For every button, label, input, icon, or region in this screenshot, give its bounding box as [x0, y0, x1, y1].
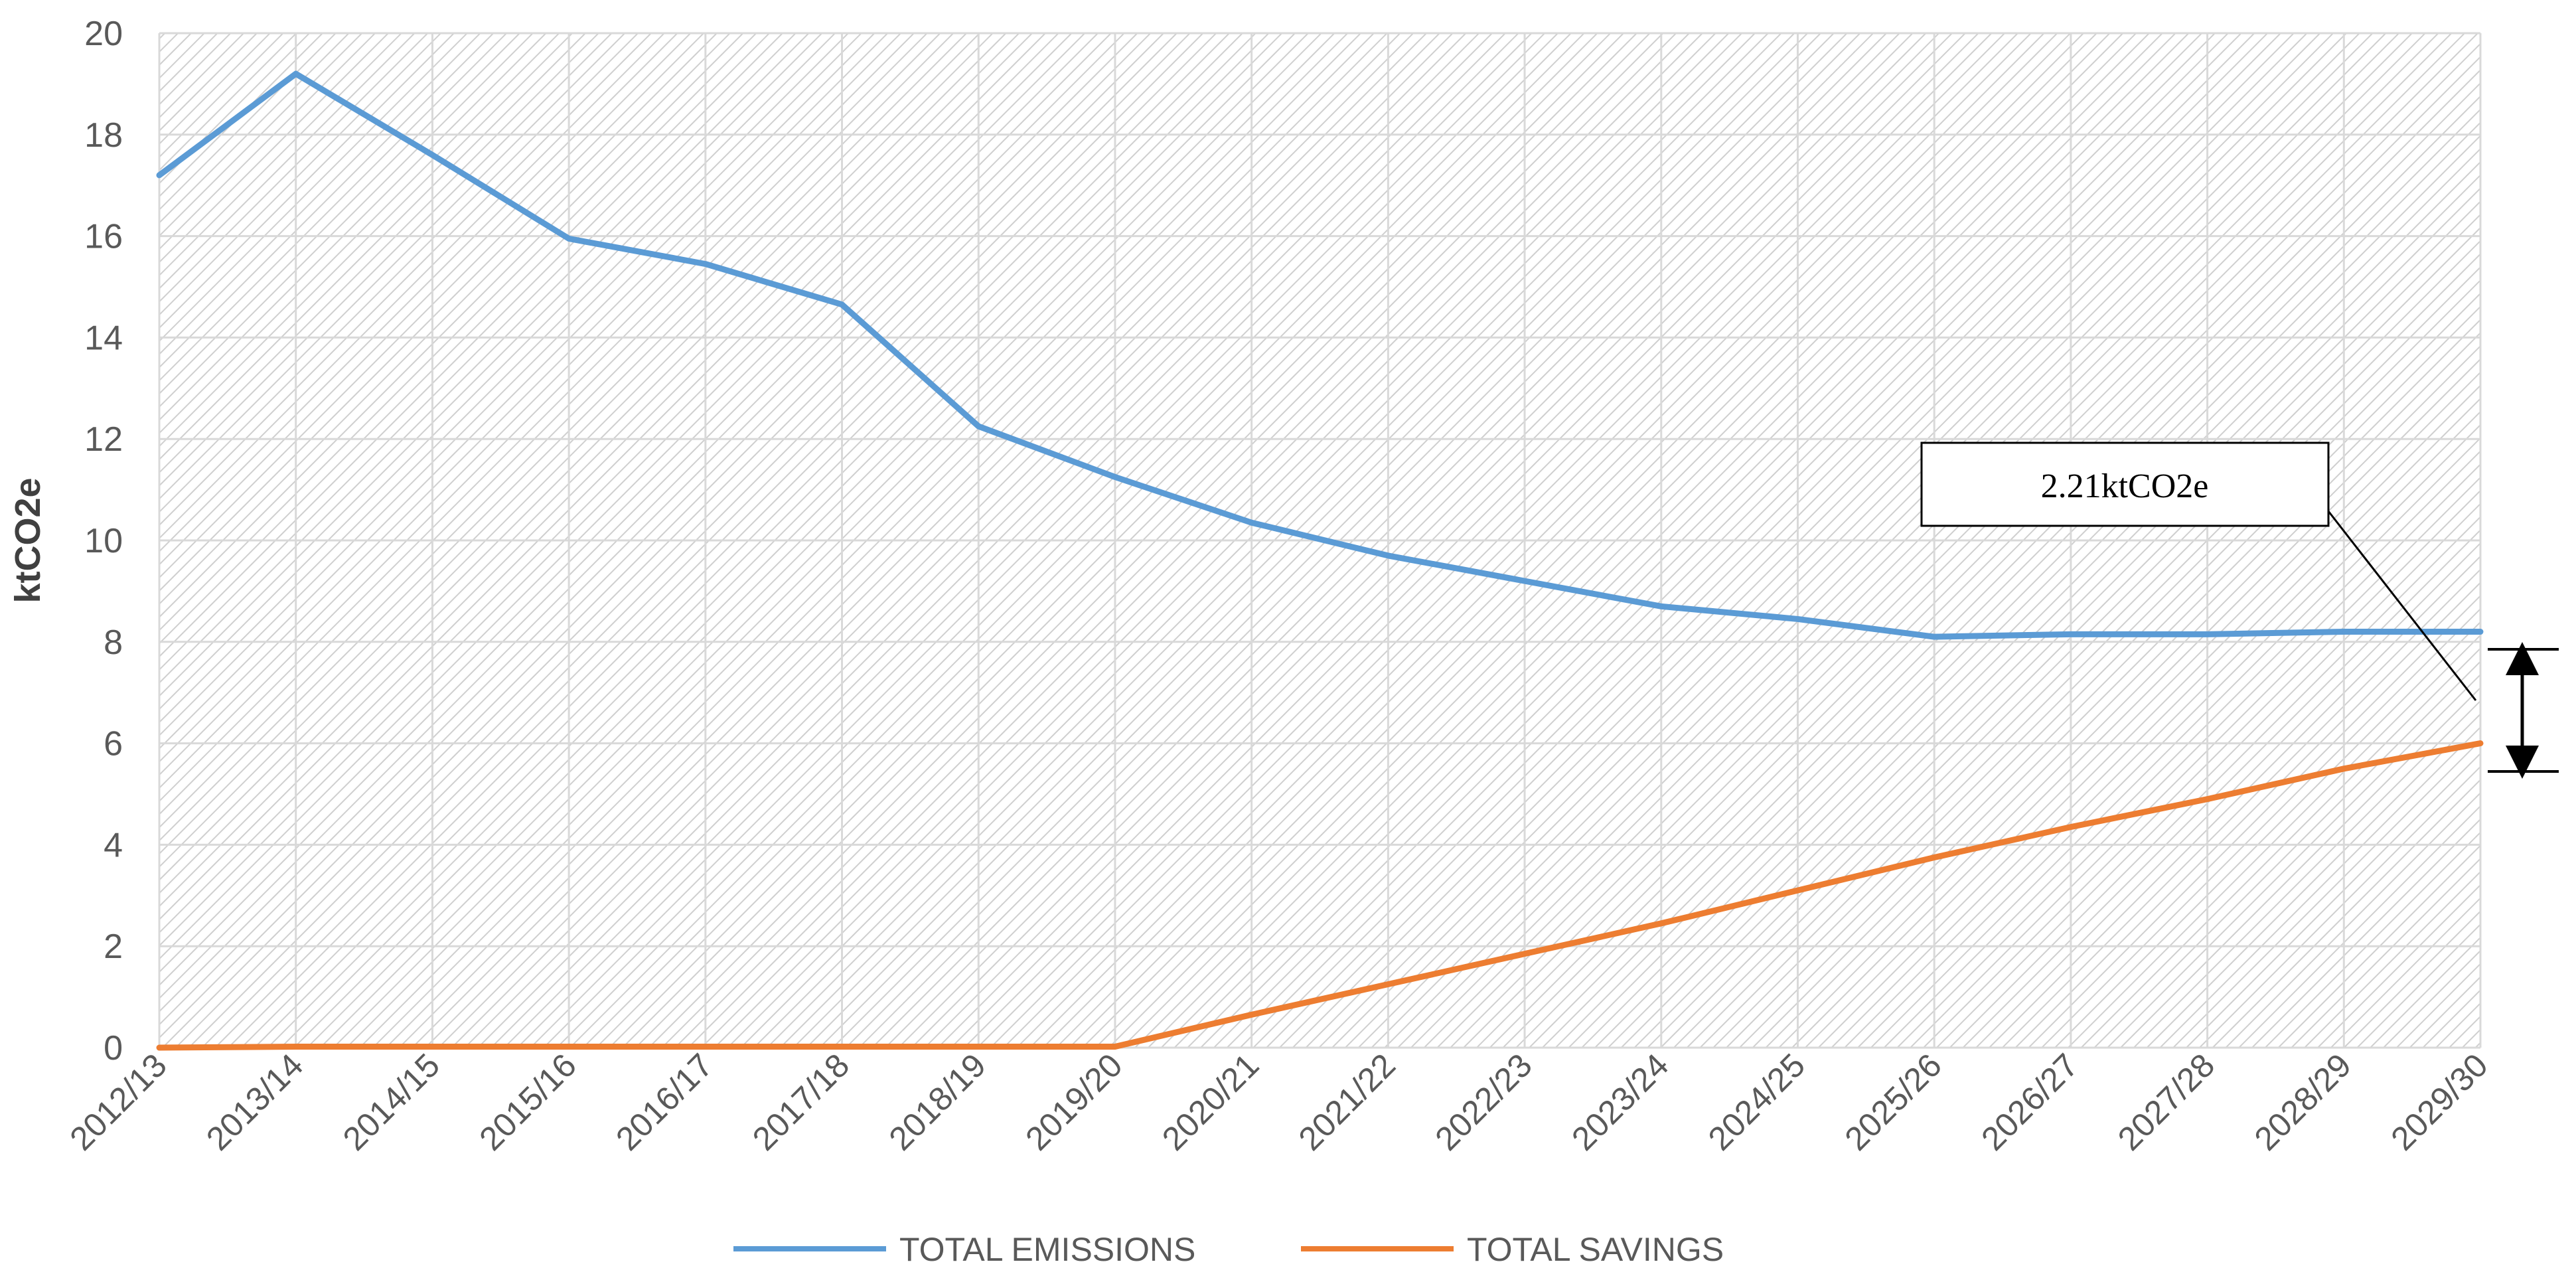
y-tick-label: 8	[104, 623, 123, 662]
series-layer	[156, 70, 2484, 1051]
x-tick-label: 2028/29	[2247, 1046, 2358, 1157]
y-tick-label: 0	[104, 1029, 123, 1068]
x-tick-label: 2017/18	[745, 1046, 856, 1157]
x-tick-label: 2020/21	[1155, 1046, 1266, 1157]
data-point	[704, 262, 707, 266]
y-tick-label: 12	[84, 420, 123, 459]
data-point	[2342, 767, 2346, 770]
y-tick-label: 10	[84, 522, 123, 560]
data-point	[294, 1045, 297, 1048]
x-tick-label: 2018/19	[882, 1046, 993, 1157]
x-tick-label: 2026/27	[1974, 1046, 2085, 1157]
data-point	[2342, 630, 2346, 633]
horizontal-gridlines	[159, 32, 2480, 1049]
data-point	[1387, 554, 1390, 557]
data-point	[1659, 605, 1663, 608]
x-tick-label: 2024/25	[1701, 1046, 1812, 1157]
x-tick-label: 2027/28	[2111, 1046, 2222, 1157]
y-tick-label: 16	[84, 218, 123, 256]
x-tick-label: 2014/15	[336, 1046, 447, 1157]
data-point	[1933, 635, 1936, 639]
data-point	[1250, 521, 1253, 524]
data-point	[158, 173, 161, 177]
data-point	[840, 1045, 844, 1048]
data-point	[2206, 633, 2209, 636]
data-point	[568, 237, 571, 240]
x-tick-label: 2022/23	[1428, 1046, 1539, 1157]
y-tick-label: 18	[84, 116, 123, 155]
x-tick-label: 2025/26	[1838, 1046, 1949, 1157]
legend-label-total-emissions: TOTAL EMISSIONS	[899, 1231, 1195, 1268]
data-point	[1113, 475, 1116, 479]
x-tick-label: 2013/14	[199, 1046, 310, 1157]
x-axis-ticks: 2012/13 2013/14 2014/15 2015/16 2016/17 2017/…	[62, 1046, 2494, 1157]
data-point	[294, 72, 297, 76]
y-tick-label: 2	[104, 927, 123, 966]
y-axis-title: ktCO2e	[8, 477, 48, 603]
data-point	[1387, 983, 1390, 986]
x-tick-label: 2019/20	[1018, 1046, 1129, 1157]
legend-label-total-savings: TOTAL SAVINGS	[1467, 1231, 1724, 1268]
y-tick-label: 6	[104, 725, 123, 763]
data-point	[2479, 742, 2482, 745]
data-point	[977, 425, 980, 428]
data-point	[1659, 921, 1663, 925]
x-tick-label: 2016/17	[609, 1046, 720, 1157]
data-point	[840, 303, 844, 306]
data-point	[2069, 633, 2072, 636]
y-axis-ticks: 0 2 4 6 8 10 12 14 16 18 20	[84, 15, 123, 1068]
data-point	[1113, 1045, 1116, 1048]
gap-annotation: 2.21ktCO2e	[1920, 441, 2559, 779]
annotation-label: 2.21ktCO2e	[2041, 467, 2209, 505]
data-point	[568, 1045, 571, 1048]
series-line-total-emissions	[156, 70, 2484, 640]
x-tick-label: 2021/22	[1292, 1046, 1402, 1157]
data-point	[704, 1045, 707, 1048]
y-tick-label: 20	[84, 15, 123, 53]
data-point	[431, 1045, 434, 1048]
y-tick-label: 4	[104, 826, 123, 864]
data-point	[2206, 797, 2209, 801]
data-point	[1250, 1013, 1253, 1016]
annotation-box	[1920, 441, 2330, 527]
series-line-total-savings	[156, 740, 2484, 1051]
data-point	[431, 153, 434, 157]
annotation-leader-line	[2327, 511, 2477, 701]
data-point	[1796, 889, 1799, 892]
data-point	[1523, 580, 1527, 583]
data-point	[977, 1045, 980, 1048]
y-tick-label: 14	[84, 319, 123, 357]
data-point	[1796, 617, 1799, 621]
x-tick-label: 2029/30	[2384, 1046, 2494, 1157]
data-point	[1933, 856, 1936, 859]
data-point	[158, 1046, 161, 1049]
data-point	[2069, 825, 2072, 829]
legend: TOTAL EMISSIONS TOTAL SAVINGS	[733, 1231, 1724, 1268]
x-tick-label: 2023/24	[1564, 1046, 1675, 1157]
x-tick-label: 2015/16	[472, 1046, 583, 1157]
data-point	[1523, 952, 1527, 955]
data-point	[2479, 630, 2482, 633]
